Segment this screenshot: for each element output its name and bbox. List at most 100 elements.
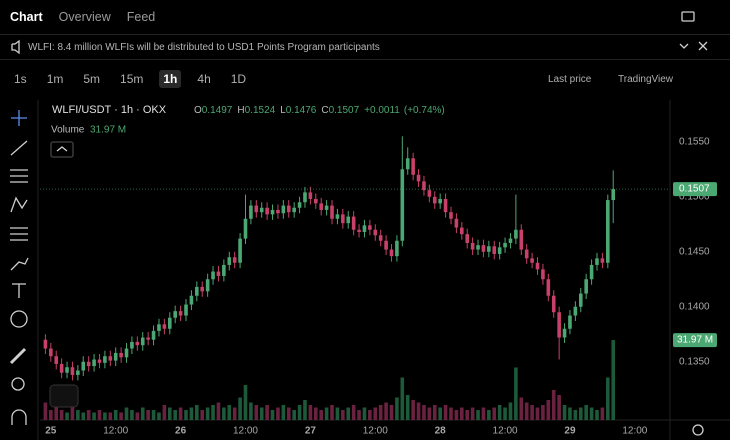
volume-bar [216,402,221,420]
volume-bar [313,407,318,420]
magnet-tool[interactable] [11,409,27,425]
candle-body [103,356,107,363]
ohlc-value: 0.1524 [245,105,276,116]
interval[interactable]: 15m [120,72,144,86]
interval[interactable]: 4h [197,72,211,86]
candle-body [227,257,232,265]
volume-title: Volume [51,125,85,136]
candle-body [124,348,129,358]
ruler-tool[interactable] [9,347,27,365]
tab[interactable]: Overview [58,10,111,24]
candle-body [589,264,594,280]
tab[interactable]: Feed [126,10,156,24]
volume-value: 31.97 M [90,125,126,136]
ohlc-letter: O [194,105,202,116]
interval[interactable]: 5m [83,72,101,86]
layout-icon[interactable] [681,11,695,22]
candle-body [54,356,59,364]
candle-body [151,330,156,340]
volume-bar [368,410,372,420]
volume-bar [551,390,556,420]
volume-bar [514,367,518,420]
candle-body [319,203,324,210]
crosshair-tool[interactable] [11,110,27,126]
volume-bar [238,397,242,420]
channel-tool[interactable] [10,169,28,183]
candle-body [395,240,399,257]
candle-body [422,181,426,191]
pattern-tool[interactable] [10,196,28,213]
candle-body [454,218,459,228]
volume-bar [335,407,340,420]
chart-engine[interactable]: TradingView [618,73,674,85]
interval[interactable]: 1s [14,72,27,86]
candle-body [606,200,610,263]
x-tick-label: 25 [45,426,57,437]
volume-bar [324,407,329,420]
candle-body [389,249,394,257]
volume-bar [373,407,378,420]
candle-body [49,348,53,357]
settings-icon[interactable] [692,424,704,436]
candle-body [265,207,269,215]
ohlc-letter: L [280,105,286,116]
volume-bar [270,410,275,420]
volume-bar [189,407,194,420]
candle-body [292,207,296,213]
price-mode[interactable]: Last price [548,73,592,85]
volume-bar [178,407,183,420]
candle-body [351,216,356,230]
candle-body [297,202,302,208]
line-tool[interactable] [10,140,28,156]
tv-logo [49,384,79,408]
change: +0.0011 [364,105,400,116]
candle-body [70,367,75,375]
volume-bar [535,407,540,420]
volume-bar [600,407,605,420]
interval[interactable]: 1h [159,70,182,88]
interval[interactable]: 1D [230,72,247,86]
candle-body [92,359,96,367]
x-tick-label: 28 [435,426,447,437]
volume-bar [492,407,497,420]
volume-bar [606,377,610,420]
candle-body [135,341,140,346]
candle-body [259,207,264,213]
volume-bar [265,405,269,420]
brush-tool[interactable] [10,257,29,271]
volume-bar [546,400,551,420]
volume-bar [140,407,145,420]
notice-controls[interactable] [679,41,708,51]
icons [9,11,708,436]
candle-body [600,258,605,263]
candle-body [195,286,199,296]
interval[interactable]: 1m [46,72,64,86]
candle-body [465,234,470,243]
volume-bar [519,397,524,420]
volume-bar [470,407,475,420]
last-price-label: 0.1507 [679,184,710,195]
zoom-tool[interactable] [11,377,25,391]
text-tool[interactable] [12,283,26,298]
volume-bar [611,340,616,420]
volume-bar [113,410,118,420]
collapse-button[interactable] [50,141,74,158]
volume-bar [378,405,383,420]
volume-bar [330,405,334,420]
candle-body [470,242,475,250]
volume-bar [481,407,486,420]
x-tick-label: 12:00 [233,426,258,437]
volume-bar [232,407,237,420]
y-tick-label: 0.1350 [679,356,710,367]
volume-bar [557,395,561,420]
volume-bar [400,377,405,420]
emoji-tool[interactable] [10,310,28,328]
volume-bar [411,400,415,420]
volume-bar [476,410,480,420]
fib-tool[interactable] [10,227,28,241]
volume-bar [227,405,232,420]
volume-bar [508,402,513,420]
volume-bar [130,410,134,420]
tab[interactable]: Chart [10,10,43,24]
candle-body [216,271,221,276]
